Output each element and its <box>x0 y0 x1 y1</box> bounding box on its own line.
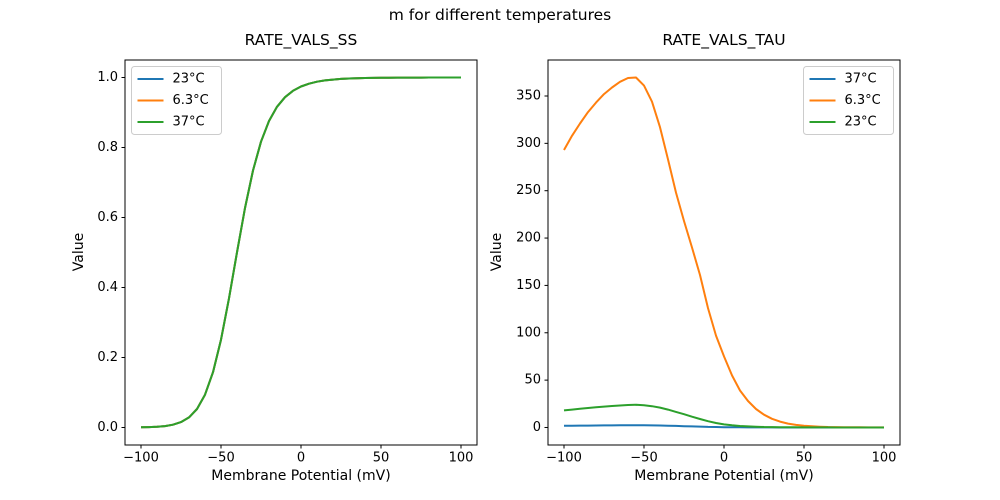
legend-label: 6.3°C <box>173 93 209 108</box>
x-tick-label: 0 <box>297 450 305 465</box>
curve-23C <box>563 403 884 429</box>
y-tick-label: 350 <box>516 88 541 103</box>
y-tick-label: 0.2 <box>97 350 118 365</box>
legend-label: 23°C <box>845 115 877 130</box>
y-tick-label: 200 <box>516 231 541 246</box>
y-tick-label: 250 <box>516 183 541 198</box>
x-tick-label: 100 <box>449 450 474 465</box>
y-tick-label: 1.0 <box>97 70 118 85</box>
x-tick-label: 100 <box>872 450 897 465</box>
y-tick-label: 300 <box>516 136 541 151</box>
legend-box <box>803 66 894 135</box>
y-tick-label: 50 <box>524 373 541 388</box>
y-tick-label: 0 <box>533 420 541 435</box>
legend-box <box>131 66 222 135</box>
x-tick-label: −50 <box>630 450 657 465</box>
y-tick-label: 150 <box>516 278 541 293</box>
y-tick-label: 0.8 <box>97 140 118 155</box>
x-tick-label: 50 <box>373 450 390 465</box>
legend-label: 23°C <box>173 72 205 87</box>
x-tick-label: −50 <box>207 450 234 465</box>
right-x-axis-label: Membrane Potential (mV) <box>634 468 814 484</box>
right-y-axis-label: Value <box>489 232 505 272</box>
left-x-axis-label: Membrane Potential (mV) <box>211 468 391 484</box>
legend-label: 37°C <box>845 72 877 87</box>
legend-label: 37°C <box>173 115 205 130</box>
curve-37C <box>140 76 461 429</box>
y-tick-label: 100 <box>516 325 541 340</box>
x-tick-label: 0 <box>720 450 728 465</box>
y-tick-label: 0.4 <box>97 280 118 295</box>
left-y-axis-label: Value <box>71 232 87 272</box>
left-subplot-title: RATE_VALS_SS <box>244 31 358 49</box>
y-tick-label: 0.0 <box>97 420 118 435</box>
x-tick-label: −100 <box>546 450 582 465</box>
y-tick-label: 0.6 <box>97 210 118 225</box>
x-tick-label: 50 <box>796 450 813 465</box>
legend-label: 6.3°C <box>845 93 881 108</box>
figure-suptitle: m for different temperatures <box>388 6 612 24</box>
right-subplot-title: RATE_VALS_TAU <box>662 31 786 49</box>
x-tick-label: −100 <box>123 450 159 465</box>
